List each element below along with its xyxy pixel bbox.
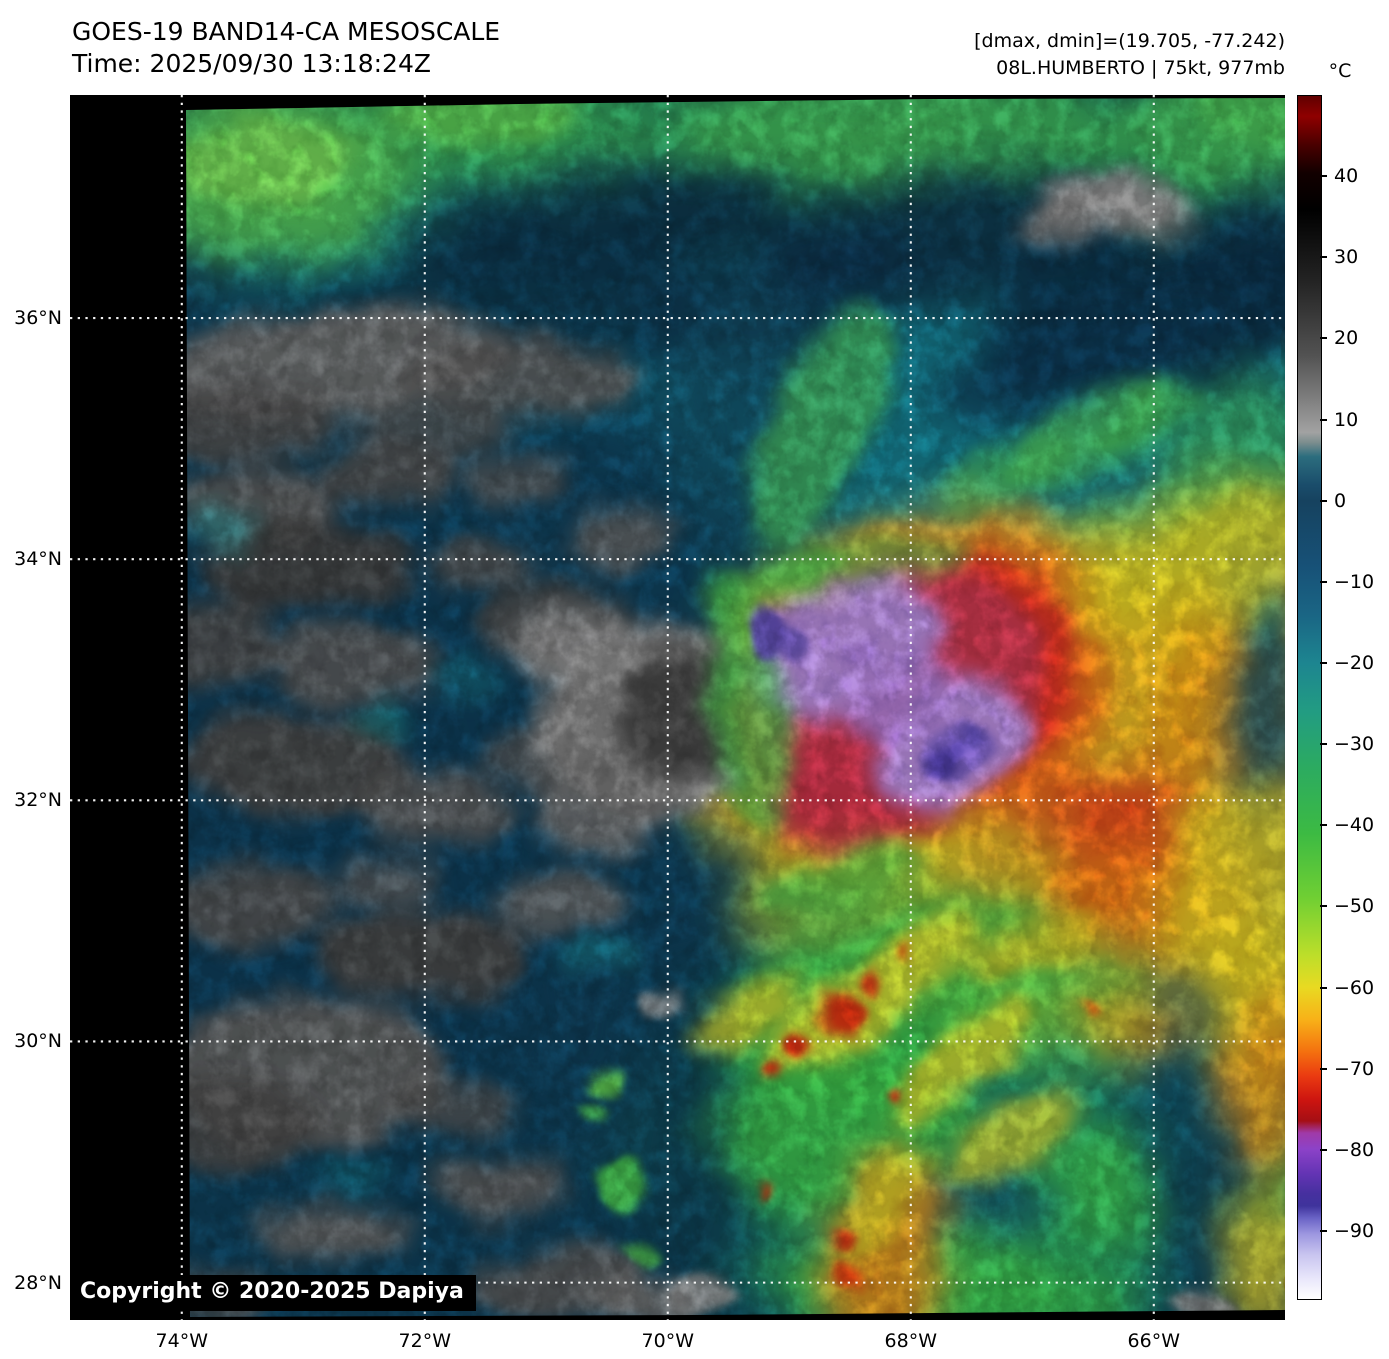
colorbar bbox=[1297, 95, 1322, 1300]
colorbar-tick-mark bbox=[1320, 905, 1327, 908]
colorbar-tick-label: −20 bbox=[1334, 652, 1375, 674]
lon-tick-label: 72°W bbox=[398, 1330, 451, 1352]
lon-tick-label: 68°W bbox=[884, 1330, 937, 1352]
lon-tick-label: 70°W bbox=[641, 1330, 694, 1352]
colorbar-tick-mark bbox=[1320, 175, 1327, 178]
colorbar-tick-mark bbox=[1320, 337, 1327, 340]
colorbar-tick-label: −10 bbox=[1334, 570, 1375, 593]
colorbar-tick-label: −60 bbox=[1334, 976, 1375, 999]
colorbar-tick-mark bbox=[1320, 662, 1327, 664]
noise-texture-light bbox=[186, 98, 1285, 1317]
figure-title-block: GOES-19 BAND14-CA MESOSCALE Time: 2025/0… bbox=[72, 16, 500, 80]
page-title: GOES-19 BAND14-CA MESOSCALE bbox=[72, 17, 501, 46]
colorbar-tick-mark bbox=[1320, 580, 1327, 583]
colorbar-tick-mark bbox=[1320, 743, 1327, 746]
colorbar-tick-mark bbox=[1320, 824, 1327, 827]
colorbar-tick-label: 40 bbox=[1334, 165, 1359, 188]
colorbar-tick-label: −70 bbox=[1334, 1057, 1375, 1080]
lat-tick-label: 32°N bbox=[14, 789, 62, 812]
colorbar-tick-mark bbox=[1320, 499, 1327, 502]
colorbar-tick-label: −40 bbox=[1334, 814, 1375, 837]
colorbar-unit-label: °C bbox=[1328, 60, 1352, 82]
storm-info: 08L.HUMBERTO | 75kt, 977mb bbox=[996, 57, 1285, 79]
colorbar-tick-label: −30 bbox=[1334, 733, 1375, 756]
colorbar-tick-label: −80 bbox=[1334, 1138, 1375, 1161]
colorbar-tick-mark bbox=[1320, 1148, 1327, 1151]
colorbar-tick-label: 30 bbox=[1334, 246, 1359, 269]
lon-tick-label: 74°W bbox=[155, 1330, 208, 1352]
copyright-label: Copyright © 2020-2025 Dapiya bbox=[70, 1275, 476, 1311]
colorbar-tick-label: −90 bbox=[1334, 1220, 1375, 1243]
colorbar-tick-mark bbox=[1320, 418, 1327, 421]
colorbar-tick-label: 10 bbox=[1334, 408, 1359, 431]
colorbar-tick-mark bbox=[1320, 1067, 1327, 1070]
dmax-dmin-readout: [dmax, dmin]=(19.705, -77.242) bbox=[974, 30, 1285, 52]
colorbar-tick-label: 0 bbox=[1334, 489, 1347, 512]
colorbar-tick-mark bbox=[1320, 1230, 1327, 1233]
info-block: [dmax, dmin]=(19.705, -77.242) 08L.HUMBE… bbox=[974, 28, 1285, 82]
colorbar-tick-label: −50 bbox=[1334, 895, 1375, 918]
timestamp: Time: 2025/09/30 13:18:24Z bbox=[72, 49, 431, 78]
colorbar-tick-mark bbox=[1320, 986, 1327, 989]
lat-tick-label: 36°N bbox=[14, 307, 62, 330]
lat-tick-label: 28°N bbox=[14, 1271, 62, 1294]
data-region bbox=[186, 98, 1285, 1317]
colorbar-tick-label: 20 bbox=[1334, 327, 1359, 350]
satellite-imagery bbox=[70, 95, 1285, 1320]
lon-tick-label: 66°W bbox=[1127, 1330, 1180, 1352]
colorbar-tick-mark bbox=[1320, 256, 1327, 259]
lat-tick-label: 30°N bbox=[14, 1030, 62, 1053]
lat-tick-label: 34°N bbox=[14, 548, 62, 571]
